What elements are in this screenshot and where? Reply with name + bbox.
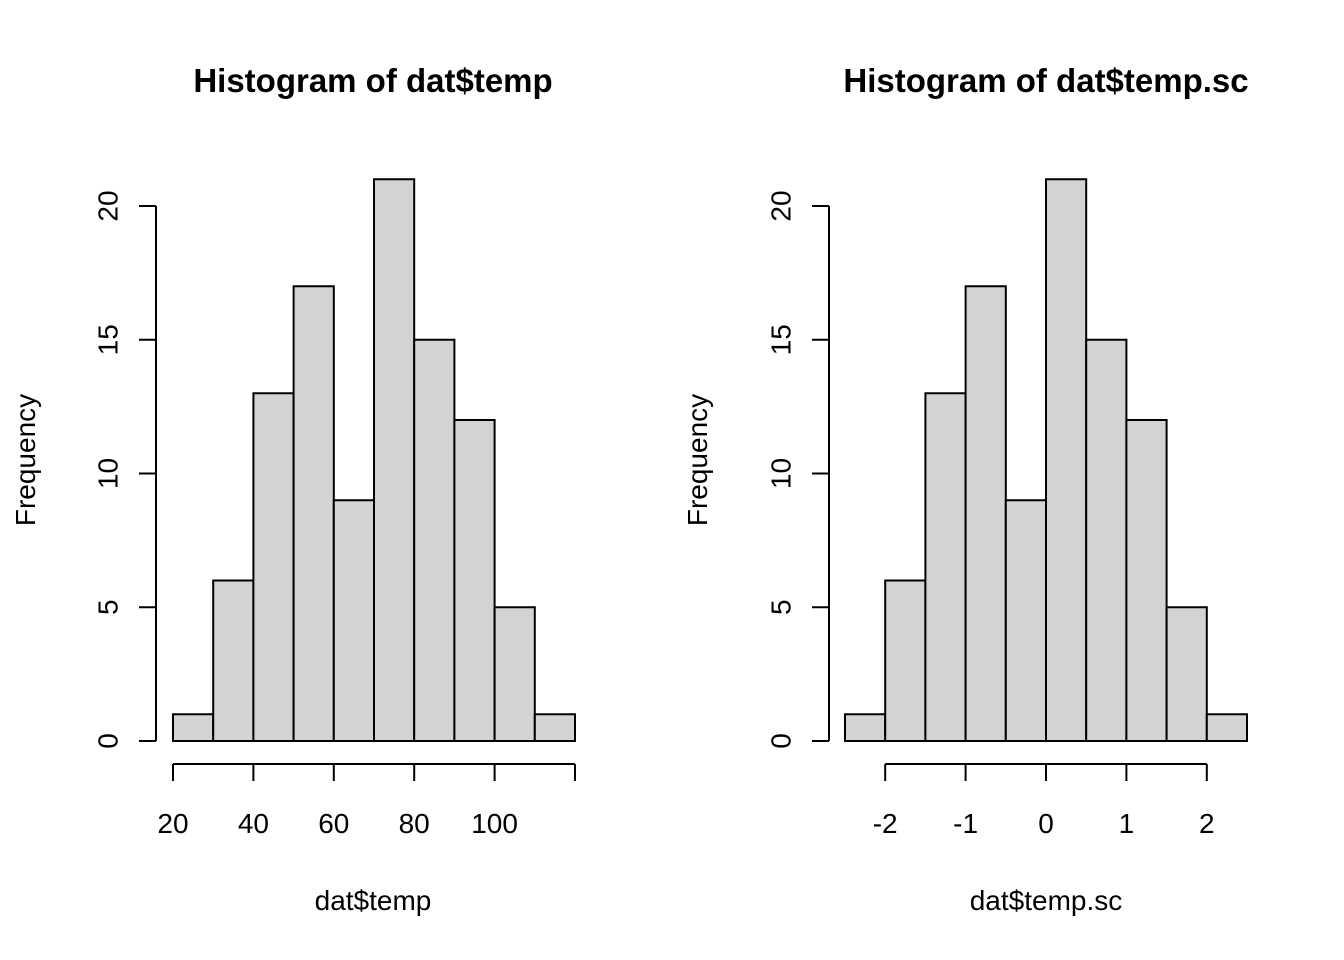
y-tick-label: 15 — [92, 324, 123, 355]
y-tick-label: 20 — [92, 190, 123, 221]
y-tick-label: 5 — [765, 599, 796, 615]
histogram-bar — [1004, 499, 1047, 742]
y-tick-label: 10 — [765, 458, 796, 489]
y-tick-label: 0 — [92, 733, 123, 749]
x-tick-label: 60 — [318, 808, 349, 839]
histogram-bar — [413, 338, 456, 742]
x-tick-label: 100 — [471, 808, 518, 839]
x-tick-label: 20 — [157, 808, 188, 839]
histogram-bar — [1205, 713, 1249, 742]
histogram-bar — [964, 285, 1007, 742]
bars — [172, 178, 576, 742]
y-tick-label: 10 — [92, 458, 123, 489]
x-tick-label: -2 — [873, 808, 898, 839]
y-tick-label: 0 — [765, 733, 796, 749]
histogram-bar — [292, 285, 335, 742]
x-axis: 20 40 60 80 100 — [157, 763, 576, 839]
histogram-bar — [252, 392, 295, 742]
x-tick-label: 80 — [399, 808, 430, 839]
y-tick-label: 15 — [765, 324, 796, 355]
histogram-panel-temp: Histogram of dat$temp dat$temp Frequency… — [10, 62, 576, 916]
bars — [844, 178, 1249, 742]
x-axis: -2 -1 0 1 2 — [873, 763, 1215, 839]
x-tick-label: 0 — [1038, 808, 1054, 839]
chart-title: Histogram of dat$temp — [193, 62, 552, 99]
y-tick-label: 5 — [92, 599, 123, 615]
histogram-bar — [1045, 178, 1088, 742]
x-axis-label: dat$temp — [315, 885, 432, 916]
histogram-panel-temp-sc: Histogram of dat$temp.sc dat$temp.sc Fre… — [682, 62, 1249, 916]
x-tick-label: 1 — [1119, 808, 1135, 839]
histogram-bar — [172, 713, 215, 742]
histogram-bar — [1085, 338, 1128, 742]
histogram-bar — [1125, 419, 1168, 742]
y-axis: 0 5 10 15 20 — [765, 190, 830, 749]
histogram-bar — [924, 392, 967, 742]
y-tick-label: 20 — [765, 190, 796, 221]
x-tick-label: 40 — [238, 808, 269, 839]
x-tick-label: 2 — [1199, 808, 1215, 839]
y-axis-label: Frequency — [10, 394, 41, 526]
histogram-bar — [453, 419, 496, 742]
histogram-bar — [844, 713, 887, 742]
histogram-bar — [1165, 606, 1208, 742]
histogram-bar — [212, 579, 255, 742]
histogram-bar — [332, 499, 375, 742]
histogram-bar — [884, 579, 927, 742]
x-axis-label: dat$temp.sc — [970, 885, 1123, 916]
chart-title: Histogram of dat$temp.sc — [843, 62, 1248, 99]
y-axis: 0 5 10 15 20 — [92, 190, 157, 749]
histogram-bar — [533, 713, 576, 742]
y-axis-label: Frequency — [682, 394, 713, 526]
x-tick-label: -1 — [953, 808, 978, 839]
histogram-bar — [493, 606, 536, 742]
histogram-bar — [373, 178, 416, 742]
